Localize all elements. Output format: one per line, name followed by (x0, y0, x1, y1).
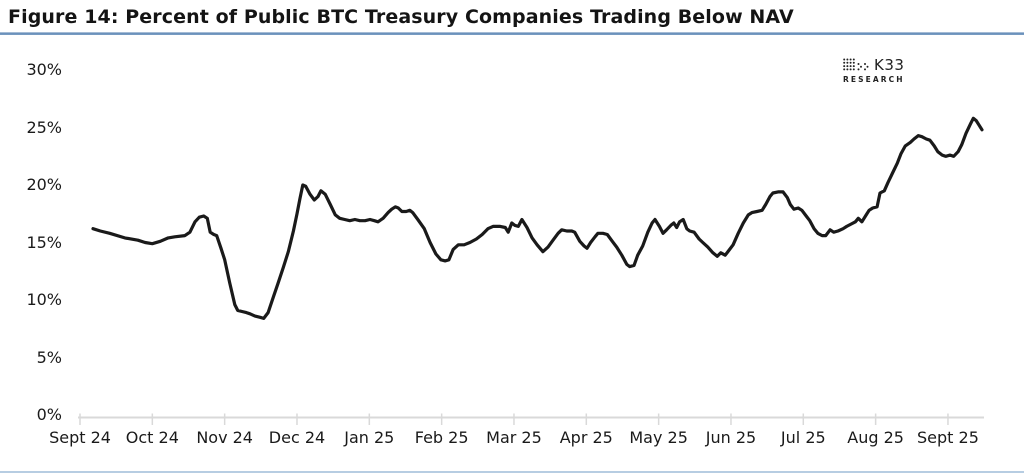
x-axis-label: Jul 25 (780, 428, 826, 447)
k33-research-logo: K33 RESEARCH (843, 56, 917, 84)
figure-title: Figure 14: Percent of Public BTC Treasur… (8, 6, 794, 28)
y-axis-label: 10% (26, 290, 62, 309)
y-axis-label: 20% (26, 175, 62, 194)
x-axis-label: Jun 25 (705, 428, 757, 447)
x-axis-label: Dec 24 (268, 428, 326, 447)
x-axis-label: Aug 25 (847, 428, 904, 447)
y-axis-label: 5% (36, 347, 62, 367)
title-divider (0, 32, 1024, 35)
x-axis-label: Sept 25 (917, 428, 979, 447)
x-axis-label: Mar 25 (486, 428, 542, 447)
logo-subtitle: RESEARCH (843, 75, 905, 84)
y-axis-label: 30% (26, 60, 62, 79)
x-axis-label: Feb 25 (414, 428, 469, 447)
x-axis-label: Apr 25 (559, 428, 613, 447)
x-axis-label: Nov 24 (196, 428, 253, 447)
x-axis-label: Jan 25 (344, 428, 395, 447)
x-axis-label: Sept 24 (49, 428, 111, 447)
y-axis-label: 15% (26, 232, 62, 252)
series-line (91, 116, 984, 320)
x-axis-label: Oct 24 (125, 428, 179, 447)
x-axis-label: May 25 (629, 428, 688, 447)
y-axis-label: 25% (26, 117, 62, 137)
logo-name: K33 (874, 56, 905, 74)
y-axis-label: 0% (36, 405, 62, 424)
bottom-divider (0, 471, 1024, 473)
k33-dot-matrix-icon (843, 58, 869, 71)
